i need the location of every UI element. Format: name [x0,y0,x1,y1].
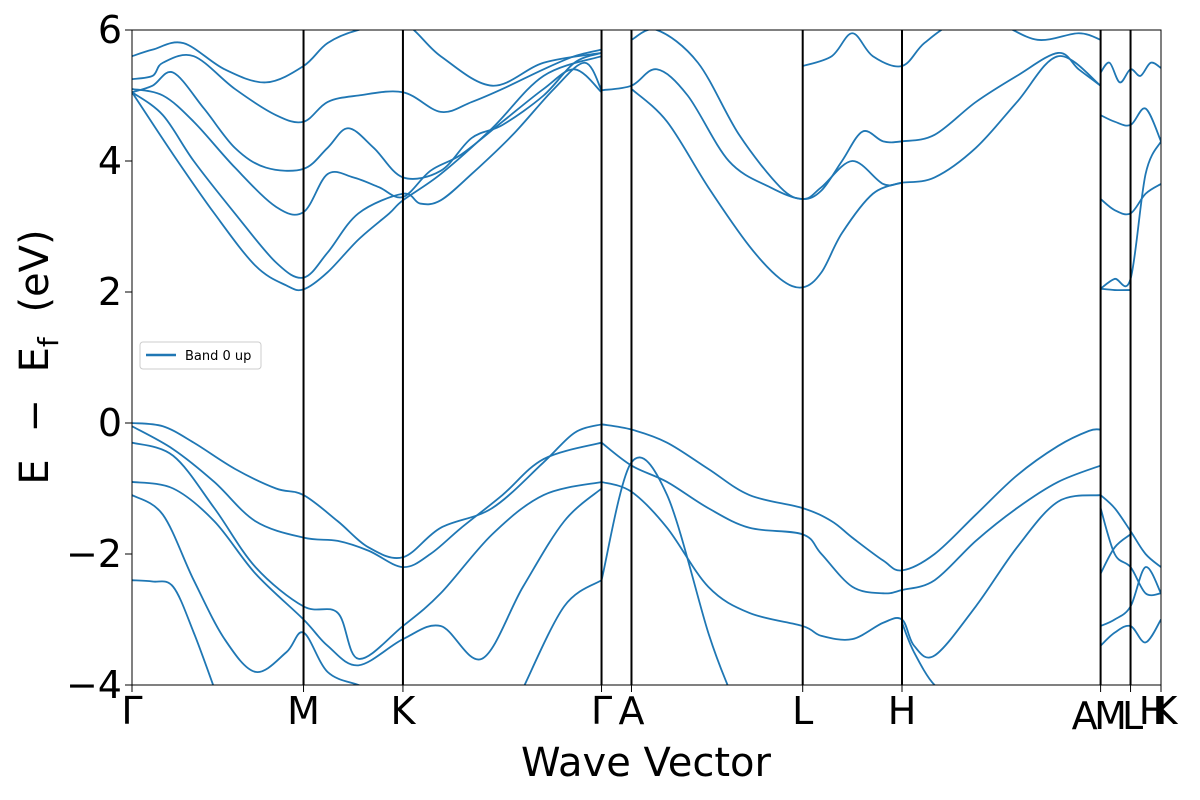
x-tick-label-9: L [1122,694,1143,738]
y-tick-label: 4 [98,139,122,183]
y-label-unit: (eV) [12,229,58,312]
x-tick-label-0: Γ [121,689,142,733]
y-tick-label: 6 [98,8,122,52]
x-tick-label-1: M [287,689,320,733]
band-line-val-9 [132,579,215,685]
y-label-e: E [12,459,58,484]
x-tick-label-10: H [1139,689,1168,733]
band-line-val-17 [1099,533,1132,575]
band-line-cond-6 [132,55,602,292]
band-line-cond-4 [132,68,603,216]
band-line-val-10 [523,579,603,685]
x-axis-label: Wave Vector [521,740,772,786]
x-tick-label-5: L [792,689,813,733]
band-line-val-2 [601,423,1101,572]
band-line-val-12 [901,622,937,685]
band-line-cond-9 [630,88,903,289]
band-line-val-1 [132,422,602,559]
band-line-val-7 [132,481,603,667]
svg-text:E − Ef (eV): E − Ef (eV) [12,229,68,484]
y-tick-label: −4 [66,663,122,707]
band-line-val-11 [600,456,729,685]
band-line-cond-5 [132,61,603,279]
y-axis-label: E − Ef (eV) [12,229,68,484]
band-line-val-5 [132,441,602,660]
x-tick-label-8: M [1094,694,1127,738]
y-tick-label: −2 [66,532,122,576]
kpoint-divider-lines [302,30,1132,685]
y-label-sub-f: f [32,336,65,347]
x-tick-label-11: K [1153,689,1179,733]
plot-frame [131,29,1162,686]
x-tick-label-6: H [888,689,917,733]
band-line-val-8 [132,494,361,685]
x-tick-label-4: A [618,689,644,733]
y-tick-label: 2 [98,270,122,314]
band-line-cond-7 [601,55,1102,200]
y-axis-ticks: −4 −2 0 2 4 6 [66,8,132,707]
band-line-cond-8 [631,30,1102,200]
band-line-val-4 [600,441,1101,595]
band-line-val-3 [132,425,602,569]
band-line-cond-1 [132,30,602,87]
x-tick-label-7: A [1072,694,1098,738]
y-label-minus: − [12,399,58,433]
band-line-cond-3 [132,52,602,180]
band-line-cond-2 [132,48,602,124]
legend: Band 0 up [139,341,262,370]
x-tick-label-3: Γ [591,689,612,733]
x-tick-label-2: K [390,689,416,733]
y-tick-label: 0 [98,401,122,445]
legend-entry-band-0-up: Band 0 up [185,349,251,364]
y-label-e2: E [12,347,58,372]
band-line-cond-10 [802,30,1101,68]
band-line-cond-15 [1100,287,1131,292]
legend-box [139,341,262,370]
